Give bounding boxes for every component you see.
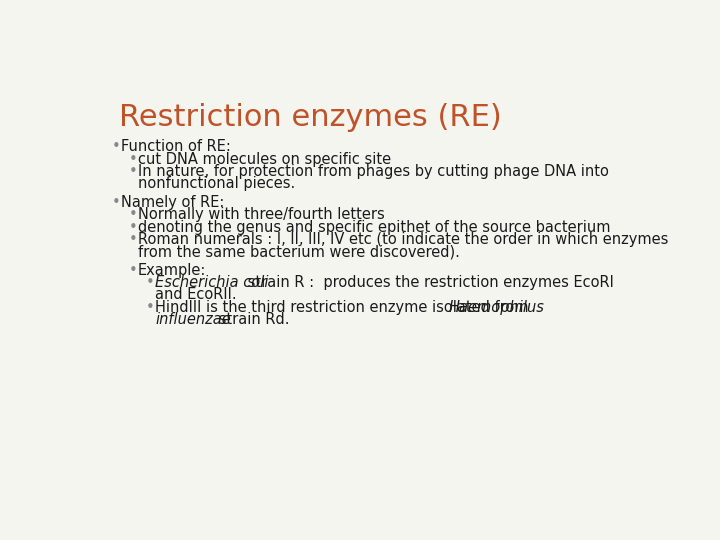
Text: strain Rd.: strain Rd. (214, 312, 289, 327)
Text: •: • (112, 195, 120, 210)
Text: Example:: Example: (138, 262, 207, 278)
Text: strain R :  produces the restriction enzymes EcoRI: strain R : produces the restriction enzy… (243, 275, 614, 290)
Text: In nature, for protection from phages by cutting phage DNA into: In nature, for protection from phages by… (138, 164, 609, 179)
Text: •: • (145, 300, 155, 315)
Text: •: • (145, 275, 155, 290)
Text: Namely of RE:: Namely of RE: (121, 195, 225, 210)
Text: •: • (129, 164, 138, 179)
Text: and EcoRII.: and EcoRII. (155, 287, 237, 302)
Text: •: • (112, 139, 120, 154)
Text: HindIII is the third restriction enzyme isolated from: HindIII is the third restriction enzyme … (155, 300, 534, 315)
Text: cut DNA molecules on specific site: cut DNA molecules on specific site (138, 152, 391, 167)
Text: Roman numerals : I, II, III, IV etc (to indicate the order in which enzymes: Roman numerals : I, II, III, IV etc (to … (138, 232, 668, 247)
Text: Escherichia coli: Escherichia coli (155, 275, 269, 290)
Text: Function of RE:: Function of RE: (121, 139, 231, 154)
Text: influenzae: influenzae (155, 312, 231, 327)
Text: •: • (129, 232, 138, 247)
Text: Restriction enzymes (RE): Restriction enzymes (RE) (120, 103, 503, 132)
Text: •: • (129, 152, 138, 167)
Text: •: • (129, 220, 138, 234)
Text: •: • (129, 207, 138, 222)
Text: •: • (129, 262, 138, 278)
Text: denoting the genus and specific epithet of the source bacterium: denoting the genus and specific epithet … (138, 220, 611, 234)
Text: from the same bacterium were discovered).: from the same bacterium were discovered)… (138, 244, 460, 259)
Text: nonfunctional pieces.: nonfunctional pieces. (138, 177, 295, 192)
Text: Haemophilus: Haemophilus (448, 300, 544, 315)
Text: Normally with three/fourth letters: Normally with three/fourth letters (138, 207, 384, 222)
